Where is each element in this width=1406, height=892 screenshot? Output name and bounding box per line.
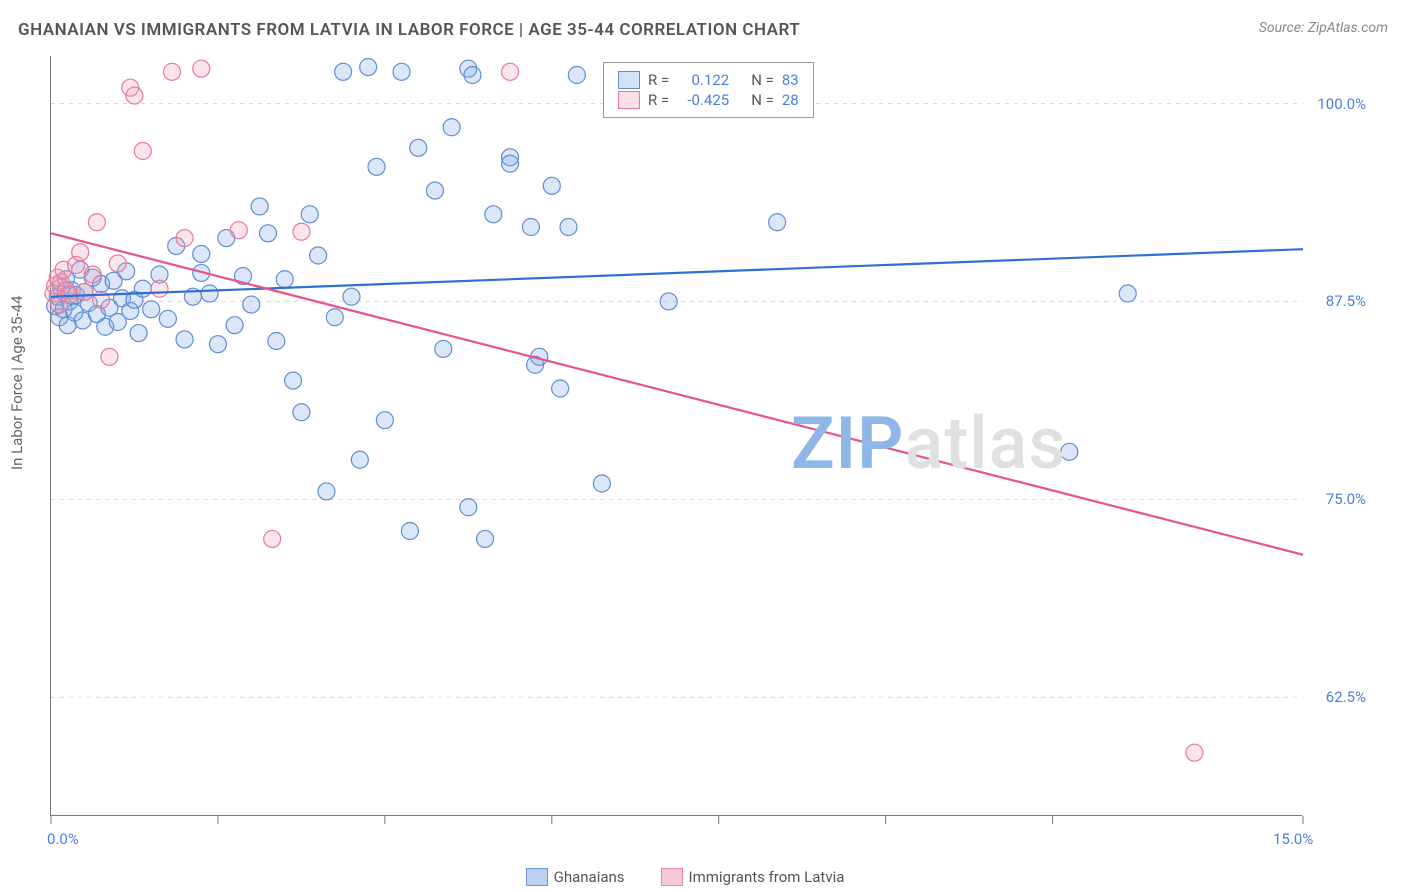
chart-title: GHANAIAN VS IMMIGRANTS FROM LATVIA IN LA…: [18, 20, 800, 40]
chart-svg: [51, 56, 1303, 816]
series-label: Immigrants from Latvia: [689, 868, 845, 886]
series-swatch: [526, 868, 548, 886]
legend-n-value: 28: [782, 91, 799, 109]
legend-row: R = 0.122 N = 83: [618, 71, 799, 89]
legend-n-label: N =: [751, 71, 774, 89]
legend-swatch: [618, 71, 640, 89]
legend-n-value: 83: [782, 71, 799, 89]
legend-row: R = -0.425 N = 28: [618, 91, 799, 109]
legend-r-value: 0.122: [677, 71, 729, 89]
y-tick-label: 87.5%: [1326, 292, 1366, 310]
series-swatch: [661, 868, 683, 886]
chart-source: Source: ZipAtlas.com: [1259, 20, 1388, 36]
legend-r-label: R =: [648, 91, 669, 109]
y-tick-label: 100.0%: [1317, 95, 1366, 113]
y-tick-label: 62.5%: [1326, 688, 1366, 706]
legend-r-value: -0.425: [677, 91, 729, 109]
x-tick-label: 0.0%: [47, 830, 79, 848]
plot-area: ZIP atlas R =0.122N =83R =-0.425N =28 62…: [50, 56, 1302, 816]
legend-swatch: [618, 91, 640, 109]
correlation-legend: R = 0.122 N = 83 R = -0.425 N = 28: [603, 62, 814, 118]
legend-n-label: N =: [751, 91, 774, 109]
x-tick-label: 15.0%: [1273, 830, 1313, 848]
y-tick-label: 75.0%: [1326, 490, 1366, 508]
y-axis-label: In Labor Force | Age 35-44: [8, 296, 26, 470]
legend-r-label: R =: [648, 71, 669, 89]
series-label: Ghanaians: [554, 868, 625, 886]
series-legend: Ghanaians Immigrants from Latvia: [0, 867, 1406, 886]
